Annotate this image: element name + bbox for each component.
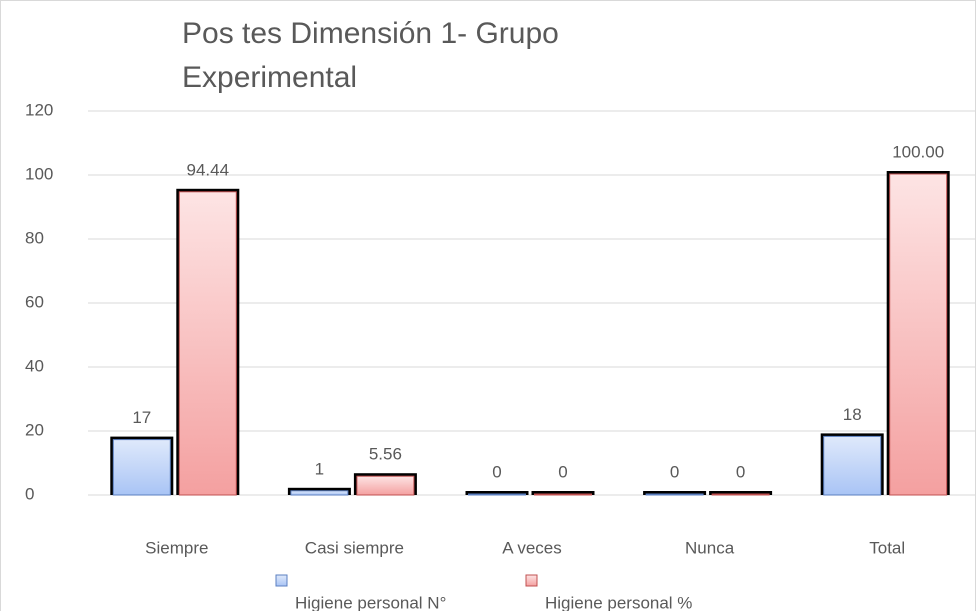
y-tick-label: 60: [25, 292, 44, 311]
legend-label: Higiene personal %: [545, 593, 692, 611]
bar-shadow: [465, 491, 529, 495]
bar: [112, 439, 171, 496]
bar: [468, 493, 526, 496]
chart-title: Pos tes Dimensión 1- Grupo Experimental: [182, 17, 559, 94]
bar-shadow: [531, 491, 595, 495]
bar: [356, 475, 415, 496]
bar: [290, 490, 349, 496]
x-tick-label: Siempre: [145, 538, 208, 557]
data-label: 0: [736, 462, 745, 481]
x-tick-label: Casi siempre: [305, 538, 404, 557]
data-label: 0: [558, 462, 567, 481]
x-tick-label: Total: [869, 538, 905, 557]
y-tick-label: 100: [25, 164, 53, 183]
y-tick-label: 0: [25, 484, 34, 503]
y-tick-label: 20: [25, 420, 44, 439]
data-label: 0: [492, 462, 501, 481]
bar: [711, 493, 770, 496]
bar: [534, 493, 592, 496]
data-label: 1: [315, 459, 324, 478]
bar-shadow: [709, 491, 773, 495]
data-label: 17: [132, 408, 151, 427]
data-label: 5.56: [369, 445, 402, 464]
legend-swatch: [275, 574, 288, 587]
y-tick-label: 40: [25, 356, 44, 375]
x-tick-label: A veces: [502, 538, 562, 557]
data-label: 0: [670, 462, 679, 481]
legend-label: Higiene personal N°: [295, 593, 446, 611]
data-label: 94.44: [187, 160, 230, 179]
bar: [178, 191, 237, 496]
bar-shadow: [643, 491, 707, 495]
data-label: 100.00: [892, 142, 944, 161]
y-tick-label: 120: [25, 100, 53, 119]
data-label: 18: [843, 405, 862, 424]
x-tick-label: Nunca: [685, 538, 735, 557]
bar: [889, 173, 948, 496]
bar: [823, 435, 882, 496]
bar: [645, 493, 704, 496]
y-tick-label: 80: [25, 228, 44, 247]
legend-swatch: [525, 574, 538, 587]
